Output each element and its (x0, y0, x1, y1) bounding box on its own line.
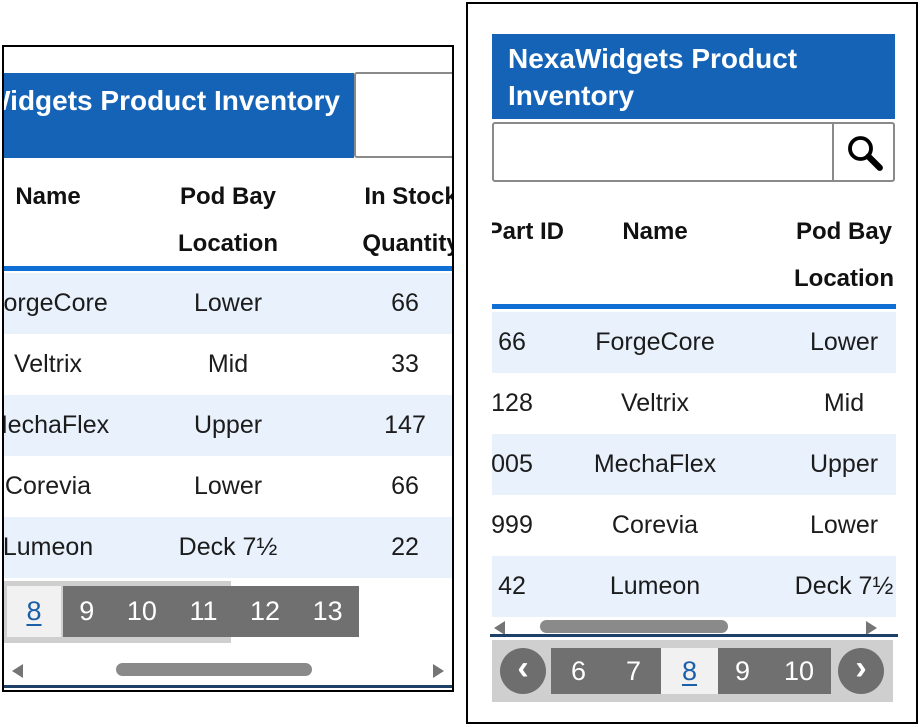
cell-qty: 66 (391, 472, 419, 500)
search-bar (492, 122, 895, 182)
app-title-bar: NexaWidgets Product Inventory (4, 73, 354, 158)
column-header-in-stock[interactable]: In Stock Quantity (362, 183, 454, 257)
cell-pod-bay: Mid (823, 389, 865, 417)
cell-qty: 66 (391, 289, 419, 317)
horizontal-scrollbar-thumb[interactable] (540, 620, 728, 633)
search-input[interactable] (354, 72, 452, 158)
cell-pod-bay: Mid (207, 350, 249, 378)
cell-name: Corevia (611, 511, 699, 539)
cell-qty: 33 (391, 350, 419, 378)
cell-pod-bay: Deck 7½ (794, 572, 894, 600)
table-header-rule (4, 266, 452, 271)
column-header-name[interactable]: Name (622, 218, 688, 245)
cell-name: Veltrix (620, 389, 690, 417)
cell-name: MechaFlex (593, 450, 717, 478)
cell-name: Lumeon (609, 572, 701, 600)
search-icon (848, 136, 883, 171)
page-button[interactable]: 9 (734, 655, 750, 686)
pagination-pages-left: 6 7 (551, 648, 661, 694)
table-row[interactable]: 005 MechaFlex Upper (492, 434, 896, 495)
cell-part-id: 128 (492, 389, 533, 417)
table-row[interactable]: 128 Veltrix Mid (492, 373, 896, 434)
scroll-right-arrow-icon[interactable] (433, 664, 444, 678)
page-button-current[interactable]: 8 (661, 648, 718, 694)
page-button-current[interactable]: 8 (7, 586, 61, 637)
horizontal-scrollbar-thumb[interactable] (116, 663, 312, 676)
pagination-pages-right: 9 10 (718, 648, 831, 694)
search-input[interactable] (494, 124, 831, 180)
cell-pod-bay: Lower (809, 328, 879, 356)
cell-pod-bay: Lower (193, 289, 263, 317)
scroll-left-arrow-icon[interactable] (12, 664, 23, 678)
table-viewport: Part ID Name Pod Bay Location 66 ForgeCo… (492, 200, 896, 617)
cell-name: Veltrix (13, 350, 83, 378)
page-button[interactable]: 9 (79, 596, 95, 626)
cell-name: Corevia (4, 472, 92, 500)
pager-separator-line (4, 685, 452, 688)
cell-pod-bay: Lower (809, 511, 879, 539)
app-title: NexaWidgets Product Inventory (508, 43, 798, 111)
column-header-name[interactable]: Name (15, 183, 81, 210)
column-header-part-id[interactable]: Part ID (492, 218, 564, 245)
pagination-pages: 9 10 11 12 13 (63, 586, 359, 637)
table-row[interactable]: 42 Lumeon Deck 7½ (492, 556, 896, 617)
table-row[interactable]: 66 ForgeCore Lower (492, 312, 896, 373)
column-header-pod-bay[interactable]: Pod Bay Location (794, 218, 894, 292)
table-row[interactable]: 999 Corevia Lower (492, 495, 896, 556)
cell-pod-bay: Deck 7½ (178, 533, 278, 561)
cell-pod-bay: Upper (193, 411, 263, 439)
page-button[interactable]: 12 (250, 596, 281, 626)
table-row[interactable]: Corevia Lower 66 (4, 456, 452, 517)
page-button[interactable]: 6 (570, 655, 587, 686)
inventory-widget-right: NexaWidgets Product Inventory Part ID Na… (466, 2, 918, 724)
next-page-button[interactable]: › (838, 648, 884, 694)
table-header-rule (492, 304, 896, 309)
table-row[interactable]: Veltrix Mid 33 (4, 334, 452, 395)
page-button[interactable]: 11 (189, 596, 218, 626)
cell-pod-bay: Upper (809, 450, 879, 478)
cell-name: ForgeCore (3, 289, 108, 317)
cell-pod-bay: Lower (193, 472, 263, 500)
pagination-bar: ‹ 6 7 8 9 10 › (492, 640, 893, 702)
cell-name: Lumeon (2, 533, 94, 561)
page-button[interactable]: 13 (312, 596, 343, 626)
cell-name: ForgeCore (595, 328, 715, 356)
page-button[interactable]: 7 (625, 655, 642, 686)
cell-qty: 22 (391, 533, 419, 561)
column-header-pod-bay[interactable]: Pod Bay Location (178, 183, 278, 257)
cell-part-id: 005 (492, 450, 533, 478)
table-row[interactable]: Lumeon Deck 7½ 22 (2, 517, 452, 578)
previous-page-button[interactable]: ‹ (500, 648, 546, 694)
page-button[interactable]: 10 (126, 596, 157, 626)
cell-part-id: 66 (498, 328, 526, 356)
search-button[interactable] (834, 124, 894, 180)
chevron-right-icon: › (855, 649, 867, 687)
chevron-left-icon: ‹ (517, 649, 529, 687)
page-button[interactable]: 10 (783, 655, 814, 686)
cell-qty: 147 (384, 411, 426, 439)
table-row[interactable]: ForgeCore Lower 66 (3, 273, 452, 334)
scroll-left-arrow-icon[interactable] (494, 621, 505, 635)
table-row[interactable]: MechaFlex Upper 147 (4, 395, 452, 456)
cell-name: MechaFlex (4, 411, 110, 439)
pager-separator-line (490, 634, 898, 637)
app-title-bar: NexaWidgets Product Inventory (492, 34, 895, 119)
search-divider (832, 124, 834, 180)
app-title: NexaWidgets Product Inventory (4, 85, 340, 116)
cell-part-id: 42 (498, 572, 526, 600)
scroll-right-arrow-icon[interactable] (866, 621, 877, 635)
inventory-widget-left: NexaWidgets Product Inventory Name Pod B… (2, 45, 454, 692)
cell-part-id: 999 (492, 511, 533, 539)
